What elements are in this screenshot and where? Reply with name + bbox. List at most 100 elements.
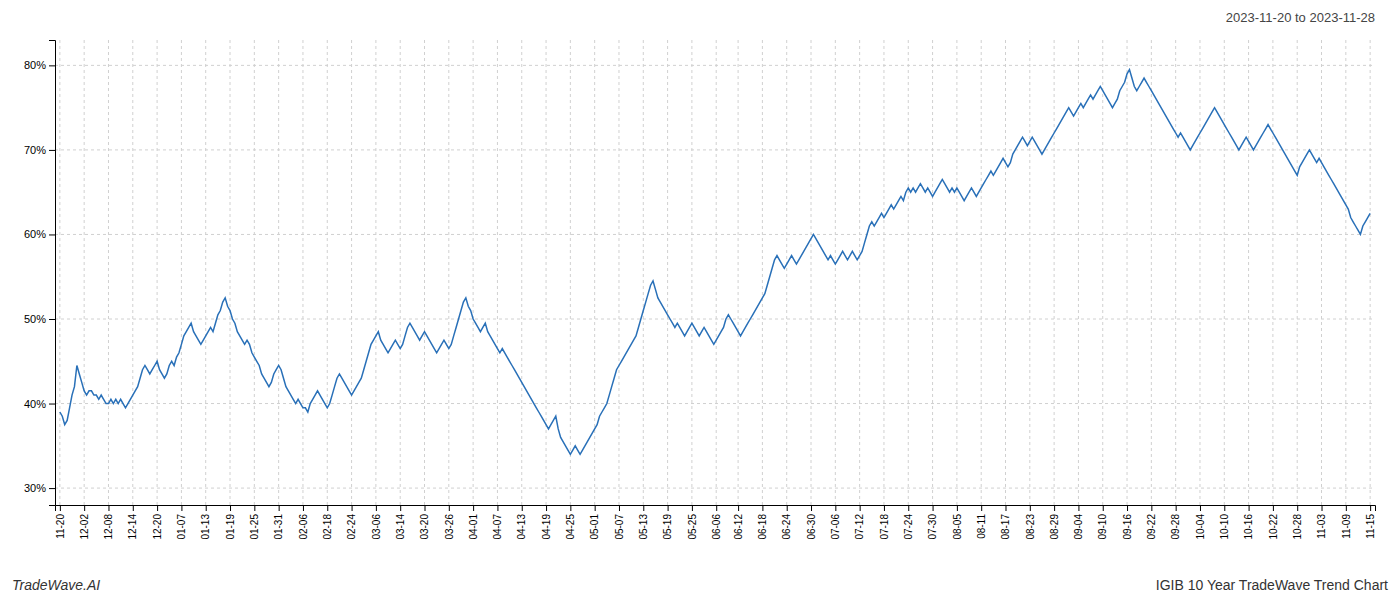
tick-label: 01-31 — [273, 514, 284, 540]
tick-mark — [133, 505, 134, 511]
tick-mark — [643, 505, 644, 511]
tick-mark — [835, 505, 836, 511]
tick-mark — [108, 505, 109, 511]
tick-mark — [981, 505, 982, 511]
grid-line-x — [1127, 40, 1128, 505]
tick-mark — [303, 505, 304, 511]
tick-mark — [595, 505, 596, 511]
annotation: IGIB 10 Year TradeWave Trend Chart — [1156, 577, 1388, 593]
tick-mark — [49, 150, 55, 151]
tick-label: 12-08 — [103, 514, 114, 540]
tick-label: 09-22 — [1146, 514, 1157, 540]
tick-label: 07-12 — [854, 514, 865, 540]
tick-label: 04-13 — [516, 514, 527, 540]
grid-line-x — [835, 40, 836, 505]
y-tick: 50% — [24, 313, 55, 325]
tick-mark — [546, 505, 547, 511]
tick-mark — [449, 505, 450, 511]
x-tick: 06-06 — [711, 505, 722, 540]
tick-mark — [1370, 505, 1371, 511]
tick-label: 06-24 — [781, 514, 792, 540]
grid-line-x — [811, 40, 812, 505]
grid-line-x — [1321, 40, 1322, 505]
grid-line-x — [132, 40, 133, 505]
tick-mark — [206, 505, 207, 511]
tick-label: 06-06 — [711, 514, 722, 540]
x-tick: 02-24 — [346, 505, 357, 540]
grid-line-y — [55, 149, 1375, 150]
tick-label: 04-19 — [541, 514, 552, 540]
tick-mark — [49, 488, 55, 489]
tick-label: 08-05 — [952, 514, 963, 540]
y-tick: 40% — [24, 398, 55, 410]
tick-label: 12-20 — [152, 514, 163, 540]
tick-label: 05-19 — [662, 514, 673, 540]
plot-area — [60, 70, 1370, 455]
x-tick: 04-07 — [492, 505, 503, 540]
grid-line-x — [157, 40, 158, 505]
grid-line-x — [546, 40, 547, 505]
grid-line-x — [716, 40, 717, 505]
y-tick: 80% — [24, 59, 55, 71]
grid-line-x — [1370, 40, 1371, 505]
grid-line-x — [1102, 40, 1103, 505]
x-tick: 06-30 — [806, 505, 817, 540]
tick-mark — [49, 65, 55, 66]
tick-label: 08-11 — [976, 514, 987, 539]
x-tick: 09-16 — [1122, 505, 1133, 540]
x-tick: 07-24 — [903, 505, 914, 540]
tick-mark — [84, 505, 85, 511]
grid-line-x — [1151, 40, 1152, 505]
grid-line-x — [327, 40, 328, 505]
x-tick: 08-23 — [1025, 505, 1036, 540]
tick-label: 40% — [24, 398, 46, 410]
x-tick: 08-11 — [976, 505, 987, 539]
grid-line-x — [1199, 40, 1200, 505]
x-axis: 11-2012-0212-0812-1412-2001-0701-1301-19… — [55, 505, 1376, 540]
tick-mark — [908, 505, 909, 511]
tick-label: 04-07 — [492, 514, 503, 540]
grid-line-x — [302, 40, 303, 505]
x-tick: 02-18 — [322, 505, 333, 540]
grid-line-x — [1297, 40, 1298, 505]
grid-line-y — [55, 403, 1375, 404]
tick-label: 01-13 — [200, 514, 211, 540]
grid-line-x — [643, 40, 644, 505]
tick-mark — [1078, 505, 1079, 511]
tick-mark — [1249, 505, 1250, 511]
tick-label: 02-18 — [322, 514, 333, 540]
grid-line-x — [1272, 40, 1273, 505]
x-tick: 12-02 — [79, 505, 90, 540]
tick-mark — [957, 505, 958, 511]
tick-mark — [1322, 505, 1323, 511]
grid-line-x — [473, 40, 474, 505]
tick-mark — [1224, 505, 1225, 511]
tick-label: 08-17 — [1000, 514, 1011, 540]
x-tick: 07-18 — [879, 505, 890, 540]
tick-label: 01-25 — [249, 514, 260, 540]
x-tick: 01-25 — [249, 505, 260, 540]
tick-mark — [49, 404, 55, 405]
tick-label: 70% — [24, 144, 46, 156]
grid-line-x — [1005, 40, 1006, 505]
y-tick: 60% — [24, 228, 55, 240]
tick-mark — [1200, 505, 1201, 511]
tick-mark — [1346, 505, 1347, 511]
tick-label: 50% — [24, 313, 46, 325]
tick-label: 30% — [24, 482, 46, 494]
tick-mark — [738, 505, 739, 511]
x-tick: 07-30 — [927, 505, 938, 540]
x-tick: 09-28 — [1170, 505, 1181, 540]
x-tick: 04-25 — [565, 505, 576, 540]
grid-line-x — [1175, 40, 1176, 505]
tick-mark — [787, 505, 788, 511]
tick-label: 10-28 — [1292, 514, 1303, 540]
tick-mark — [1103, 505, 1104, 511]
x-tick: 12-14 — [127, 505, 138, 540]
grid-line-x — [424, 40, 425, 505]
tick-label: 07-18 — [879, 514, 890, 540]
grid-line-x — [84, 40, 85, 505]
tick-mark — [230, 505, 231, 511]
x-tick: 05-19 — [662, 505, 673, 540]
x-tick: 12-08 — [103, 505, 114, 540]
